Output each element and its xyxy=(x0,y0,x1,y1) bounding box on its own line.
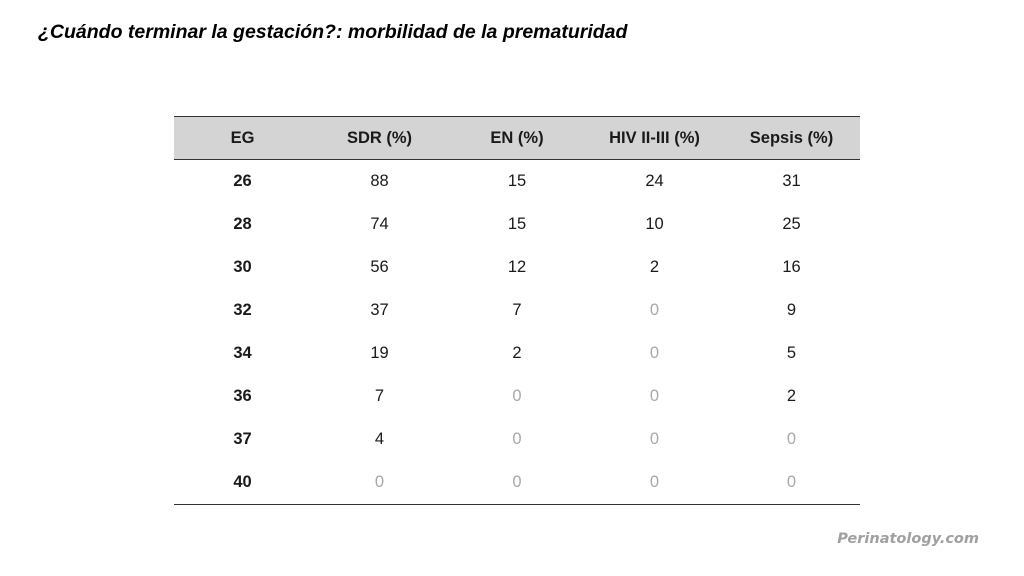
cell-hiv: 0 xyxy=(649,430,660,448)
cell-sepsis: 25 xyxy=(782,215,801,233)
table-row: 30 56 12 2 16 xyxy=(174,246,860,289)
header-sepsis: Sepsis (%) xyxy=(723,116,860,160)
cell-sepsis: 16 xyxy=(782,258,801,276)
cell-hiv: 2 xyxy=(649,258,660,276)
cell-sepsis: 2 xyxy=(786,387,797,405)
header-eg: EG xyxy=(174,116,311,160)
header-hiv: HIV II-III (%) xyxy=(586,116,723,160)
table-body: 26 88 15 24 31 28 74 15 10 25 30 56 12 2… xyxy=(174,160,860,505)
cell-hiv: 0 xyxy=(649,301,660,319)
header-sdr: SDR (%) xyxy=(311,116,448,160)
table-row: 32 37 7 0 9 xyxy=(174,289,860,332)
table-row: 36 7 0 0 2 xyxy=(174,375,860,418)
cell-sepsis: 0 xyxy=(723,461,860,505)
cell-sdr: 88 xyxy=(370,172,389,190)
cell-sepsis: 5 xyxy=(786,344,797,362)
cell-en: 7 xyxy=(512,301,522,319)
cell-sepsis: 0 xyxy=(786,430,797,448)
cell-hiv: 0 xyxy=(649,344,660,362)
table-row: 34 19 2 0 5 xyxy=(174,332,860,375)
cell-sdr: 19 xyxy=(370,344,389,362)
cell-sdr: 37 xyxy=(370,301,389,319)
cell-en: 0 xyxy=(512,430,522,448)
cell-hiv: 0 xyxy=(586,461,723,505)
cell-sepsis: 31 xyxy=(782,172,801,190)
cell-eg: 34 xyxy=(233,344,252,362)
header-en: EN (%) xyxy=(448,116,586,160)
cell-en: 0 xyxy=(448,461,586,505)
cell-en: 15 xyxy=(507,172,527,190)
table-row: 37 4 0 0 0 xyxy=(174,418,860,461)
cell-eg: 40 xyxy=(174,461,311,505)
cell-sdr: 74 xyxy=(370,215,389,233)
table-row: 26 88 15 24 31 xyxy=(174,160,860,204)
cell-en: 0 xyxy=(512,387,522,405)
table-header: EG SDR (%) EN (%) HIV II-III (%) Sepsis … xyxy=(174,116,860,160)
table-row: 28 74 15 10 25 xyxy=(174,203,860,246)
watermark-text: Perinatology.com xyxy=(837,531,979,547)
cell-eg: 37 xyxy=(233,430,252,448)
table-row: 40 0 0 0 0 xyxy=(174,461,860,505)
slide-title: ¿Cuándo terminar la gestación?: morbilid… xyxy=(38,21,628,43)
cell-eg: 36 xyxy=(233,387,252,405)
cell-eg: 26 xyxy=(233,172,252,190)
cell-en: 2 xyxy=(512,344,522,362)
cell-sepsis: 9 xyxy=(786,301,797,319)
cell-en: 15 xyxy=(507,215,527,233)
header-row: EG SDR (%) EN (%) HIV II-III (%) Sepsis … xyxy=(174,116,860,160)
cell-hiv: 0 xyxy=(649,387,660,405)
cell-hiv: 10 xyxy=(645,215,664,233)
cell-sdr: 0 xyxy=(311,461,448,505)
cell-sdr: 56 xyxy=(370,258,389,276)
cell-sdr: 4 xyxy=(374,430,385,448)
morbidity-table: EG SDR (%) EN (%) HIV II-III (%) Sepsis … xyxy=(174,116,860,505)
cell-eg: 28 xyxy=(233,215,252,233)
cell-eg: 32 xyxy=(233,301,252,319)
cell-sdr: 7 xyxy=(374,387,385,405)
cell-hiv: 24 xyxy=(645,172,664,190)
cell-eg: 30 xyxy=(233,258,252,276)
cell-en: 12 xyxy=(507,258,527,276)
